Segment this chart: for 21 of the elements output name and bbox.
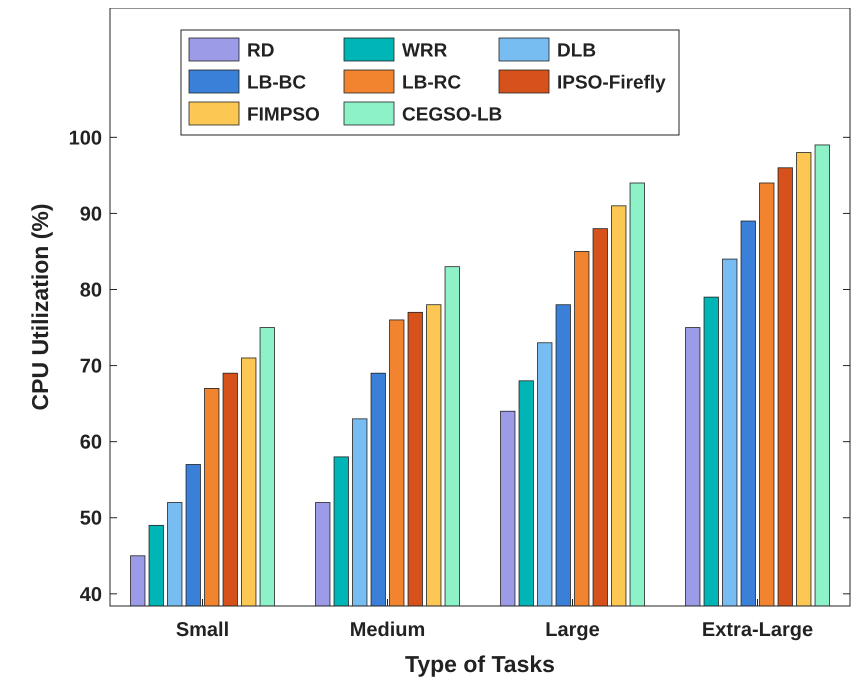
y-tick-label: 70 <box>80 356 102 378</box>
x-axis-title: Type of Tasks <box>405 651 555 677</box>
y-tick-label: 60 <box>80 432 102 454</box>
y-tick-label: 50 <box>80 508 102 530</box>
legend-label: WRR <box>402 40 448 62</box>
x-tick-label: Extra-Large <box>702 619 814 641</box>
legend-label: RD <box>247 40 274 62</box>
legend-label: IPSO-Firefly <box>557 72 666 94</box>
y-tick-label: 100 <box>68 127 102 150</box>
x-tick-label: Small <box>176 619 230 641</box>
legend-label: DLB <box>557 40 596 62</box>
x-tick-label: Large <box>545 619 600 641</box>
y-tick-label: 40 <box>80 584 102 606</box>
legend-label: LB-RC <box>402 72 462 94</box>
legend-label: FIMPSO <box>247 104 320 126</box>
legend-label: CEGSO-LB <box>402 104 502 126</box>
x-tick-label: Medium <box>350 619 426 641</box>
y-axis-title: CPU Utilization (%) <box>27 204 53 410</box>
legend-label: LB-BC <box>247 72 306 94</box>
y-tick-label: 80 <box>80 280 102 302</box>
y-tick-label: 90 <box>80 203 102 226</box>
